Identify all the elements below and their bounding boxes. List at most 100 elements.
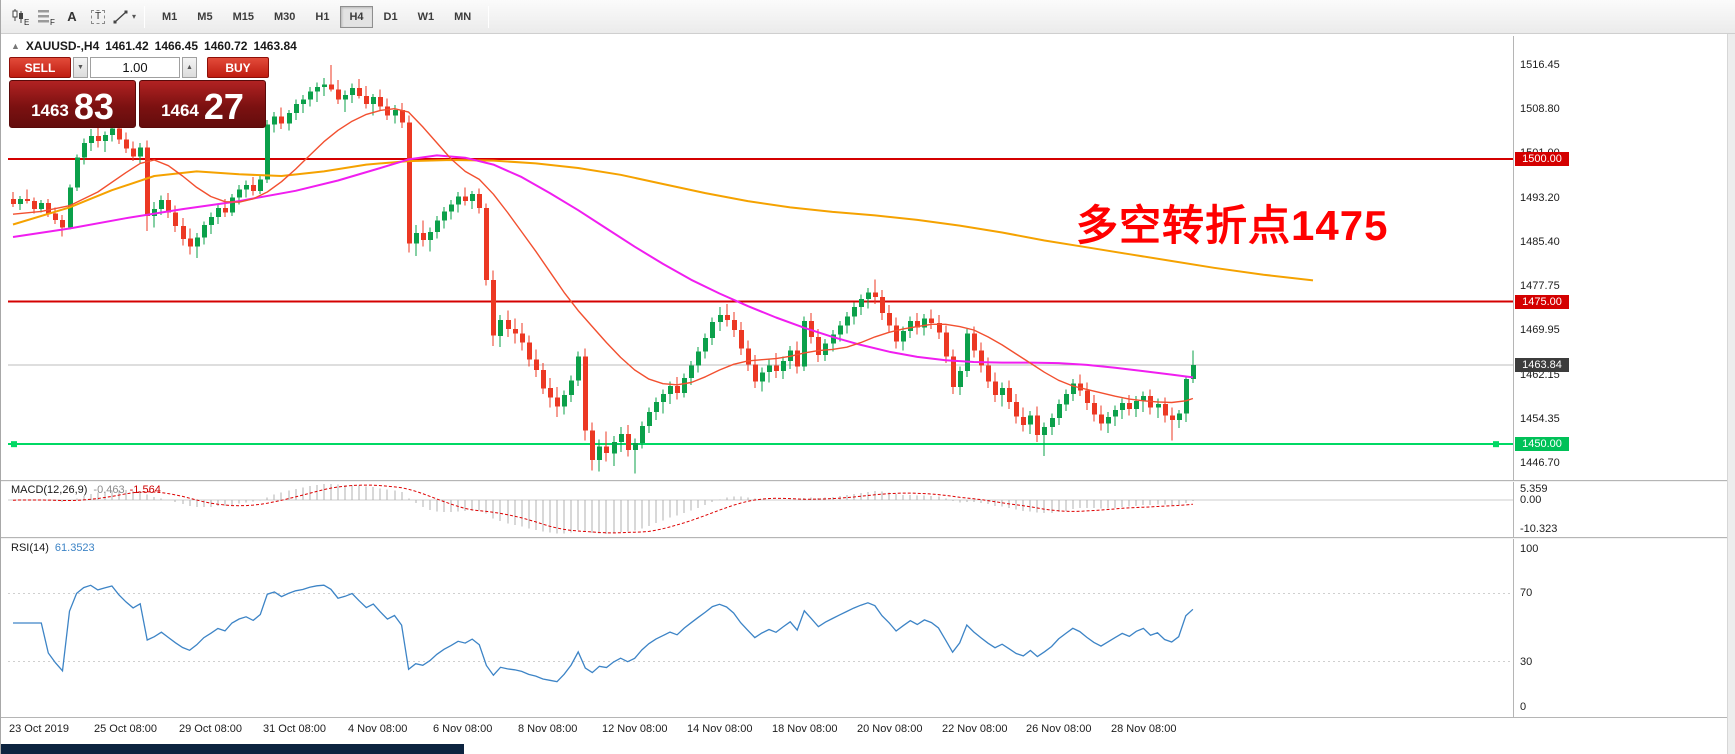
rsi-name: RSI(14) [11, 542, 49, 554]
ohlc-close: 1463.84 [253, 39, 297, 53]
price-tick-label: 1477.75 [1520, 280, 1560, 292]
timeframe-w1[interactable]: W1 [409, 6, 444, 28]
text-label-icon-glyph: T [90, 9, 106, 24]
rsi-axis-value: 70 [1520, 587, 1533, 599]
trade-controls-row: SELL ▼ ▲ BUY [9, 57, 269, 78]
toolbar-separator [488, 5, 490, 28]
rsi-axis-value: 30 [1520, 656, 1533, 668]
price-tick-label: 1493.20 [1520, 192, 1560, 204]
price-badge-support-1450: 1450.00 [1515, 437, 1569, 451]
sell-quote-panel[interactable]: 1463 83 [9, 80, 136, 128]
price-axis[interactable]: 1516.451508.801501.001493.201485.401477.… [1514, 0, 1729, 744]
price-axis-separator [1513, 36, 1514, 717]
window-edge [1727, 34, 1735, 754]
text-icon-glyph: A [67, 9, 77, 24]
sell-price-pips: 83 [73, 86, 114, 127]
ma-magenta [12, 154, 1194, 379]
toolbar: E F A T ▾ M1 M5 M15 M30 H1 H4 D [1, 0, 1735, 34]
volume-increase-button[interactable]: ▲ [182, 57, 197, 78]
time-label: 25 Oct 08:00 [94, 723, 157, 735]
toolbar-separator [144, 5, 146, 28]
sell-button[interactable]: SELL [9, 57, 71, 78]
time-label: 14 Nov 08:00 [687, 723, 753, 735]
timeframe-m15[interactable]: M15 [224, 6, 263, 28]
rsi-axis-value: 0 [1520, 701, 1527, 713]
price-tick-label: 1469.95 [1520, 324, 1560, 336]
time-label: 20 Nov 08:00 [857, 723, 923, 735]
panel-splitter-rsi[interactable] [1, 537, 1727, 539]
time-label: 31 Oct 08:00 [263, 723, 326, 735]
time-label: 12 Nov 08:00 [602, 723, 668, 735]
timeframe-mn[interactable]: MN [445, 6, 480, 28]
quote-row: 1463 83 1464 27 [9, 80, 269, 128]
svg-text:F: F [50, 18, 55, 26]
macd-axis-value: 5.359 [1520, 483, 1548, 495]
object-list-icon[interactable]: F [33, 5, 59, 29]
price-tick-label: 1508.80 [1520, 103, 1560, 115]
one-click-trading-panel: SELL ▼ ▲ BUY 1463 83 1464 27 [9, 57, 269, 128]
timeframe-d1[interactable]: D1 [375, 6, 407, 28]
ma-orange [12, 159, 1314, 282]
expand-arrow-icon[interactable]: ▲ [11, 41, 20, 51]
time-label: 28 Nov 08:00 [1111, 723, 1177, 735]
time-label: 8 Nov 08:00 [518, 723, 578, 735]
timeframe-h1[interactable]: H1 [306, 6, 338, 28]
price-badge-resistance-1475: 1475.00 [1515, 295, 1569, 309]
chart-annotation-text[interactable]: 多空转折点1475 [1076, 202, 1389, 249]
buy-button[interactable]: BUY [207, 57, 269, 78]
buy-price-major: 1464 [161, 101, 199, 120]
timeframe-h4[interactable]: H4 [340, 5, 373, 28]
time-label: 22 Nov 08:00 [942, 723, 1008, 735]
macd-axis-value: -10.323 [1520, 523, 1558, 535]
sell-price-major: 1463 [31, 101, 69, 120]
text-label-icon[interactable]: T [85, 5, 111, 29]
volume-decrease-button[interactable]: ▼ [73, 57, 88, 78]
macd-main-value: -0.463 [93, 484, 125, 496]
price-tick-label: 1516.45 [1520, 59, 1560, 71]
chart-title: ▲ XAUUSD-,H4 1461.42 1466.45 1460.72 146… [11, 39, 297, 53]
panel-splitter-macd[interactable] [1, 480, 1727, 482]
price-tick-label: 1454.35 [1520, 413, 1560, 425]
macd-name: MACD(12,26,9) [11, 484, 88, 496]
symbol-period-label: XAUUSD-,H4 [25, 39, 100, 53]
ohlc-low: 1460.72 [204, 39, 248, 53]
taskbar-fragment [1, 744, 464, 754]
price-badge-resistance-1500: 1500.00 [1515, 152, 1569, 166]
buy-quote-panel[interactable]: 1464 27 [139, 80, 266, 128]
ma-red [12, 108, 1194, 404]
svg-text:E: E [24, 18, 29, 26]
rsi-label: RSI(14) 61.3523 [11, 542, 95, 554]
macd-signal-line [12, 484, 1193, 534]
timeframe-m30[interactable]: M30 [265, 6, 304, 28]
macd-axis-value: 0.00 [1520, 494, 1542, 506]
line-tools-icon[interactable]: ▾ [111, 5, 137, 29]
price-tick-label: 1446.70 [1520, 457, 1560, 469]
macd-signal-value: -1.564 [129, 484, 161, 496]
ohlc-open: 1461.42 [105, 39, 149, 53]
main-plot[interactable] [8, 65, 1513, 474]
price-badge-bid-line: 1463.84 [1515, 358, 1569, 372]
time-axis[interactable]: 23 Oct 2019 25 Oct 08:00 29 Oct 08:00 31 Oc… [1, 717, 1727, 744]
time-label: 6 Nov 08:00 [433, 723, 493, 735]
timeframe-m5[interactable]: M5 [188, 6, 221, 28]
price-tick-label: 1485.40 [1520, 236, 1560, 248]
candlestick-objects-icon[interactable]: E [7, 5, 33, 29]
candlestick-series [11, 65, 1196, 474]
ohlc-high: 1466.45 [154, 39, 199, 53]
timeframe-m1[interactable]: M1 [153, 6, 186, 28]
rsi-value: 61.3523 [54, 542, 95, 554]
macd-histogram [19, 484, 1194, 534]
buy-price-pips: 27 [203, 86, 244, 127]
text-icon[interactable]: A [59, 5, 85, 29]
time-label: 4 Nov 08:00 [348, 723, 408, 735]
price-tick-label: 1462.15 [1520, 369, 1560, 381]
time-label: 18 Nov 08:00 [772, 723, 838, 735]
time-label: 29 Oct 08:00 [179, 723, 242, 735]
rsi-axis-value: 100 [1520, 543, 1539, 555]
chevron-down-icon: ▾ [132, 12, 137, 21]
time-label: 26 Nov 08:00 [1026, 723, 1092, 735]
rsi-line [13, 584, 1194, 683]
volume-input[interactable] [90, 57, 180, 78]
